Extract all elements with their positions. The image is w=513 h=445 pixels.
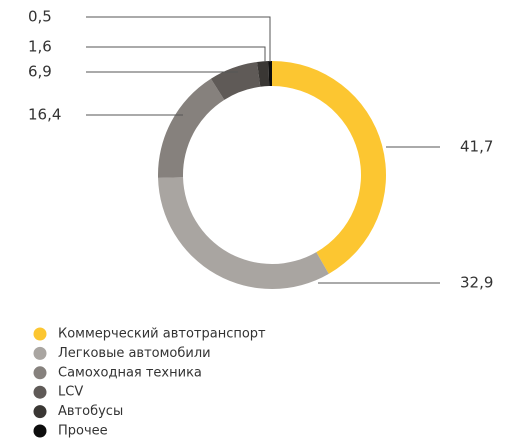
donut-segment (158, 177, 329, 290)
data-label: 1,6 (28, 38, 52, 56)
legend-swatch (33, 366, 47, 380)
donut-segment (268, 61, 272, 87)
donut-segment (272, 61, 387, 274)
data-label: 6,9 (28, 63, 52, 81)
donut-segment (210, 61, 261, 100)
legend-swatch (33, 405, 47, 419)
legend-label: Коммерческий автотранспорт (58, 327, 266, 342)
data-label: 41,7 (460, 138, 493, 156)
legend-label: Прочее (58, 424, 108, 439)
legend-label: Легковые автомобили (58, 346, 211, 361)
donut-segment (158, 78, 225, 178)
legend-swatch (33, 346, 47, 360)
legend-label: Самоходная техника (58, 365, 202, 380)
data-label: 32,9 (460, 274, 493, 292)
data-label: 16,4 (28, 106, 61, 124)
leader-line (86, 16, 271, 62)
legend-swatch (33, 327, 47, 341)
data-label: 0,5 (28, 8, 52, 26)
leader-line (86, 46, 266, 62)
legend-swatch (33, 424, 47, 438)
legend-label: Автобусы (58, 404, 123, 419)
legend-swatch (33, 385, 47, 399)
legend-label: LCV (58, 385, 83, 400)
donut-segment (257, 61, 270, 87)
